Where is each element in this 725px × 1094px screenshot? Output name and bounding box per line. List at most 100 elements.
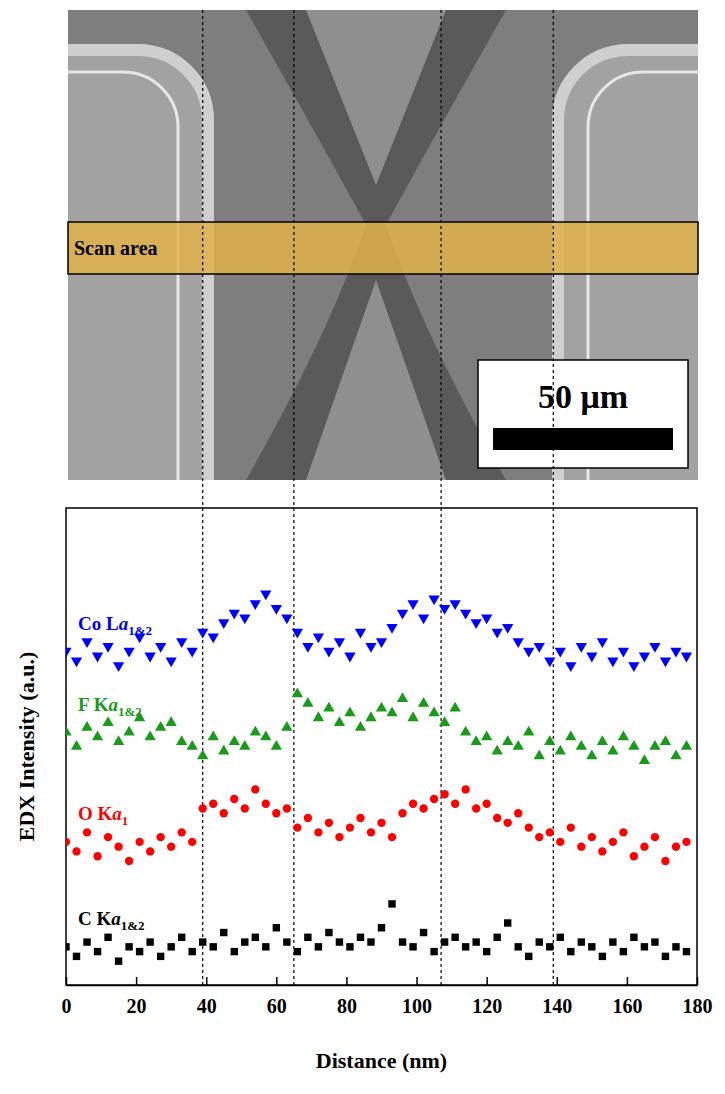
data-point [355,721,366,731]
data-point [239,740,250,750]
data-point [157,953,164,960]
data-point [304,814,312,822]
data-point [146,847,154,855]
x-tick-label: 20 [127,995,147,1017]
data-point [66,726,72,736]
data-point [334,716,345,726]
data-point [293,823,301,831]
data-point [102,643,113,653]
data-point [619,828,627,836]
data-point [325,929,332,936]
scale-bar [493,428,673,450]
data-point [188,948,195,955]
data-point [166,657,177,667]
x-tick: 140 [542,977,572,1017]
data-point [588,943,595,950]
data-point [314,828,322,836]
data-point [283,804,291,812]
data-point [681,653,692,663]
data-point [536,938,543,945]
data-point [418,697,429,707]
data-point [513,638,524,648]
data-point [376,702,387,712]
data-point [81,638,92,648]
data-point [135,838,143,846]
data-point [388,833,396,841]
data-point [250,600,261,610]
data-point [546,943,553,950]
data-point [66,943,70,950]
data-point [113,735,124,745]
data-point [94,948,101,955]
data-point [273,924,280,931]
x-tick-mark [557,977,559,985]
data-point [493,934,500,941]
data-point [620,948,627,955]
data-point [357,934,364,941]
data-point [125,943,132,950]
data-point [599,953,606,960]
guide-line [202,10,203,985]
data-point [660,735,671,745]
data-point [292,688,303,698]
data-point [262,800,270,808]
data-point [167,842,175,850]
data-point [199,804,207,812]
data-point [555,745,566,755]
data-point [557,934,564,941]
data-point [439,716,450,726]
data-point [123,648,134,658]
data-point [483,948,490,955]
data-point [323,702,334,712]
data-point [449,702,460,712]
data-point [155,721,166,731]
data-point [199,938,206,945]
x-tick-mark [346,977,348,985]
x-tick: 20 [127,977,147,1017]
data-point [577,842,585,850]
data-point [492,629,503,639]
data-point [208,730,219,740]
data-point [407,600,418,610]
data-point [377,819,385,827]
data-point [178,934,185,941]
series-points [66,785,691,865]
data-point [460,610,471,620]
data-point [92,730,103,740]
data-point [607,745,618,755]
data-point [502,624,513,634]
data-point [649,740,660,750]
data-point [681,740,692,750]
data-point [630,852,638,860]
data-point [409,800,417,808]
data-point [241,938,248,945]
data-point [218,745,229,755]
data-point [83,828,91,836]
data-point [123,726,134,736]
data-point [472,938,479,945]
data-point [125,857,133,865]
data-point [534,643,545,653]
data-point [670,648,681,658]
data-point [428,707,439,717]
data-point [197,750,208,760]
data-point [630,934,637,941]
data-point [523,648,534,658]
data-point [493,814,501,822]
figure: Scan area50 μm020406080100120140160180Di… [0,0,725,1094]
data-point [376,638,387,648]
x-tick: 40 [197,977,217,1017]
data-point [218,619,229,629]
data-point [283,938,290,945]
data-point [398,809,406,817]
data-point [114,842,122,850]
data-point [104,934,111,941]
data-point [239,614,250,624]
guide-lines [203,10,554,985]
x-tick-label: 80 [337,995,357,1017]
data-point [66,838,70,846]
data-point [439,605,450,615]
data-point [197,629,208,639]
data-point [271,740,282,750]
data-point [451,800,459,808]
